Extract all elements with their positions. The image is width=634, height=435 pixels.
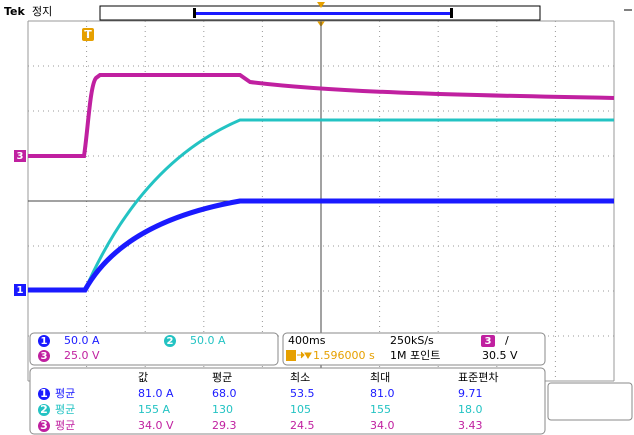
window-edge (193, 8, 196, 18)
window-edge (450, 8, 453, 18)
side-panel (548, 383, 632, 420)
trigger-level: 30.5 V (482, 349, 518, 362)
measurement-type: 평균 (55, 387, 75, 400)
ground-marker-ch1: 1 (14, 284, 26, 296)
trigger-slope: / (505, 334, 509, 347)
measurement-value: 24.5 (290, 419, 315, 432)
column-header: 표준편차 (458, 371, 498, 384)
measurement-value: 130 (212, 403, 233, 416)
badge-label: 3 (41, 351, 48, 362)
ground-marker-ch3: 3 (14, 150, 26, 162)
badge-label: 1 (40, 387, 48, 400)
column-header: 최소 (290, 371, 310, 384)
measurement-value: 81.0 A (138, 387, 174, 400)
measurement-value: 29.3 (212, 419, 237, 432)
trigger-position: 1.596000 s (313, 349, 375, 362)
trigger-source: 3 (481, 335, 495, 347)
marker-label: 3 (17, 151, 24, 162)
marker-label: 1 (17, 285, 24, 296)
badge-label: 3 (485, 336, 492, 347)
measurement-value: 34.0 V (138, 419, 174, 432)
channel-badge: 2 (164, 335, 176, 347)
column-header: 평균 (212, 371, 232, 384)
channel-scale: 50.0 A (64, 334, 100, 347)
column-header: 최대 (370, 371, 390, 384)
timebase: 400ms (288, 334, 326, 347)
record-window (196, 12, 450, 15)
channel-badge: 1 (38, 335, 50, 347)
column-header: 값 (138, 371, 148, 384)
trigger-icon (286, 350, 296, 361)
scope-screen: Tek 정지 T 3 1 1 50.0 A 2 50.0 A 3 25.0 V … (0, 0, 634, 435)
badge-label: 2 (40, 403, 48, 416)
measurement-value: 34.0 (370, 419, 395, 432)
badge-label: 1 (41, 336, 48, 347)
sample-rate: 250kS/s (390, 334, 434, 347)
channel-scale: 50.0 A (190, 334, 226, 347)
measurement-value: 68.0 (212, 387, 237, 400)
measurement-value: 18.0 (458, 403, 483, 416)
measurement-value: 81.0 (370, 387, 395, 400)
measurement-type: 평균 (55, 419, 75, 432)
brand: Tek (4, 5, 26, 18)
measurement-value: 3.43 (458, 419, 483, 432)
measurement-value: 105 (290, 403, 311, 416)
channel-scale: 25.0 V (64, 349, 100, 362)
measurement-value: 53.5 (290, 387, 315, 400)
run-status: 정지 (32, 5, 52, 18)
measurement-value: 9.71 (458, 387, 483, 400)
trigger-marker: T (84, 28, 92, 41)
record-length: 1M 포인트 (390, 349, 440, 362)
channel-badge: 3 (38, 350, 50, 362)
measurement-value: 155 (370, 403, 391, 416)
measurement-type: 평균 (55, 403, 75, 416)
badge-label: 3 (40, 419, 48, 432)
measurement-value: 155 A (138, 403, 170, 416)
badge-label: 2 (167, 336, 174, 347)
